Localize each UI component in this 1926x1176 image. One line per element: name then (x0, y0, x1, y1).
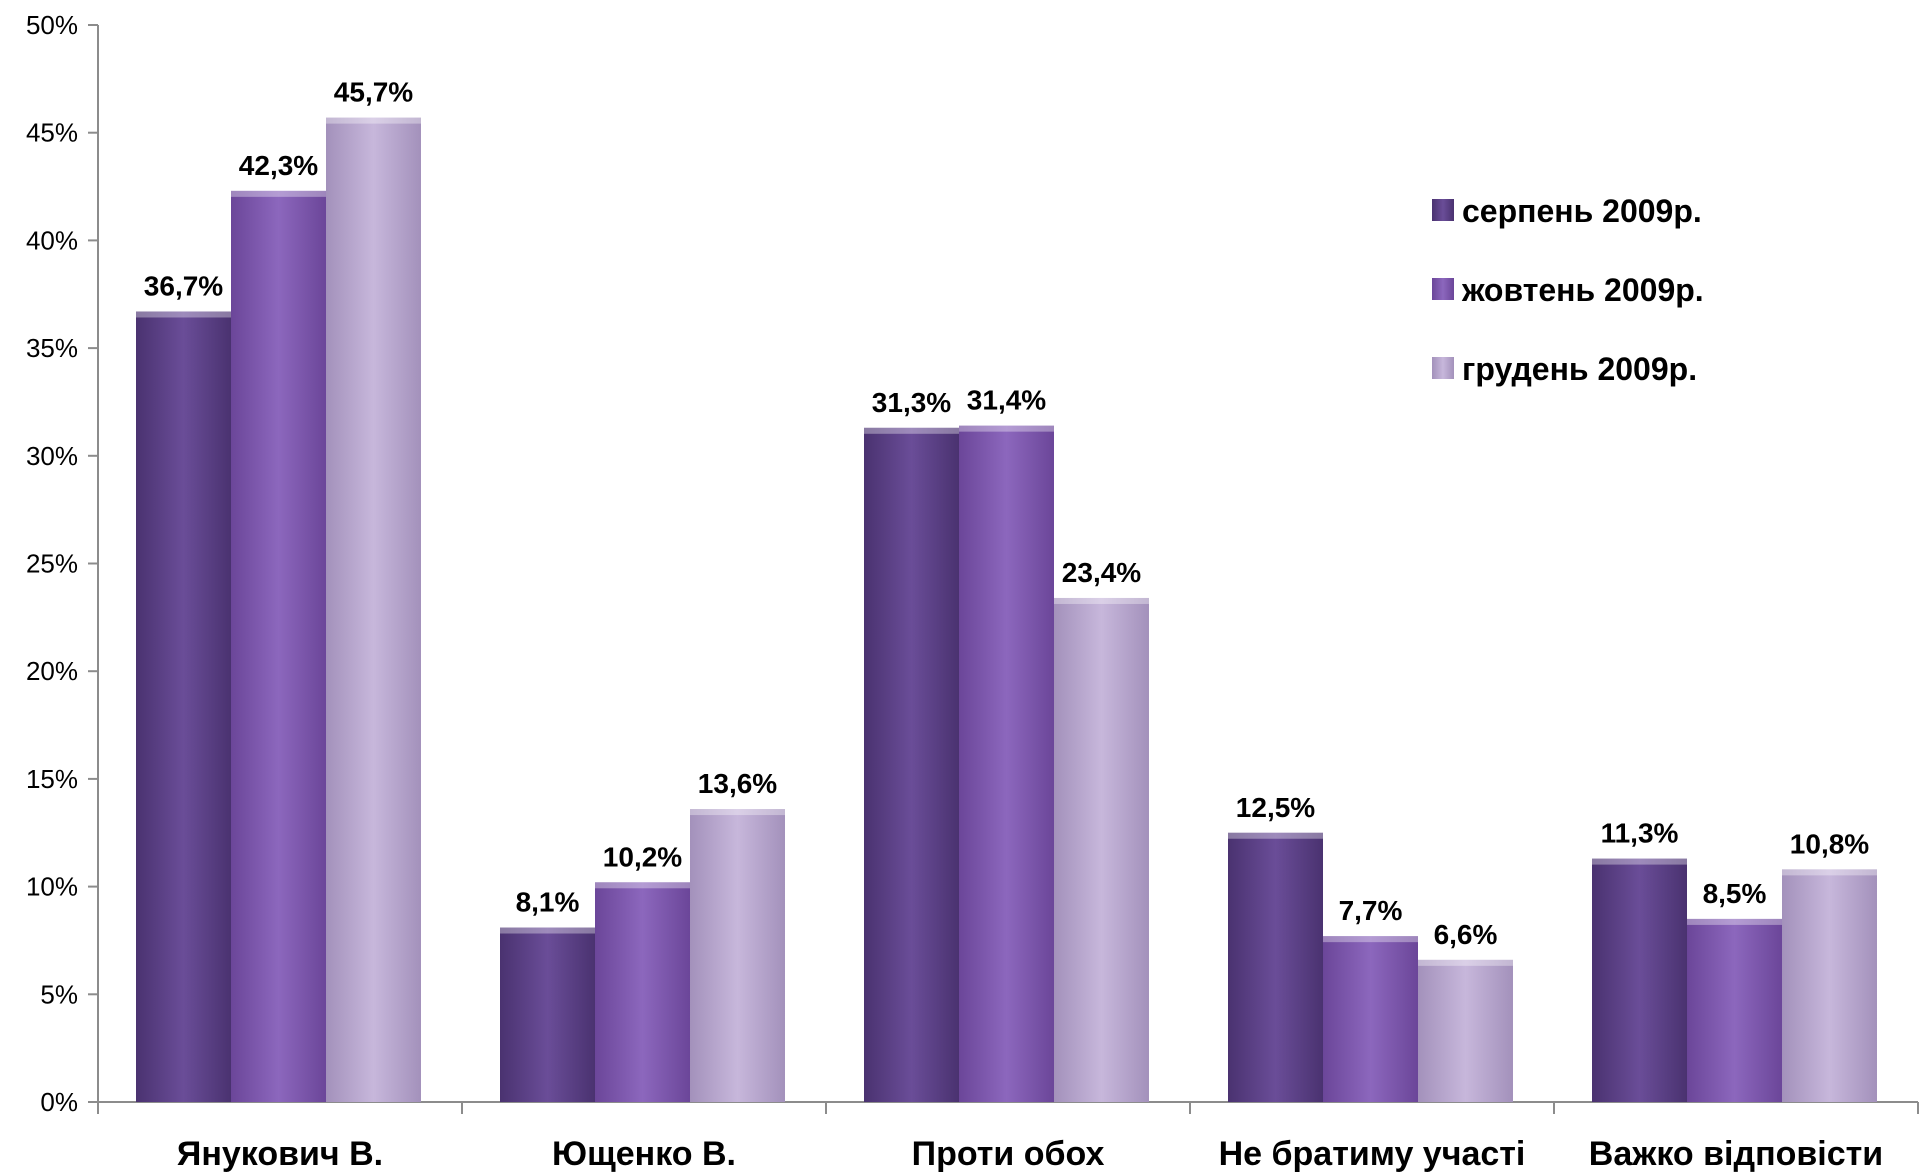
bar (136, 311, 231, 1102)
bar-highlight (1228, 832, 1323, 839)
bar (1054, 597, 1149, 1102)
category-label: Янукович В. (177, 1135, 383, 1173)
bar-highlight (1054, 597, 1149, 604)
y-tick-label: 15% (26, 764, 78, 794)
y-axis: 0% 5% 10% 15% 20% 25% 30% 35% 40% 45% 50% (26, 10, 99, 1117)
data-label: 12,5% (1236, 792, 1315, 823)
y-tick-label: 45% (26, 118, 78, 148)
legend-label: грудень 2009р. (1462, 351, 1697, 387)
bar-highlight (690, 809, 785, 816)
bar (864, 427, 959, 1103)
bar-highlight (500, 927, 595, 934)
bar-highlight (1323, 936, 1418, 943)
data-label: 45,7% (334, 77, 413, 108)
bar (595, 882, 690, 1102)
bars (136, 117, 1877, 1103)
bar (326, 117, 421, 1102)
data-label: 10,2% (603, 841, 682, 872)
legend-swatch (1432, 278, 1454, 300)
y-tick-label: 25% (26, 549, 78, 579)
y-tick-label: 0% (40, 1087, 78, 1117)
legend: серпень 2009р. жовтень 2009р. грудень 2009… (1432, 193, 1704, 387)
bar-highlight (231, 190, 326, 197)
legend-swatch (1432, 357, 1454, 379)
bar-highlight (959, 425, 1054, 432)
bar (1782, 869, 1877, 1102)
data-label: 8,1% (516, 887, 580, 918)
y-tick-label: 30% (26, 441, 78, 471)
data-label: 36,7% (144, 270, 223, 301)
data-label: 42,3% (239, 150, 318, 181)
data-label: 8,5% (1703, 878, 1767, 909)
bar (1687, 918, 1782, 1102)
category-label: Ющенко В. (552, 1135, 736, 1173)
bar-highlight (326, 117, 421, 124)
bar-highlight (864, 427, 959, 434)
bar (690, 809, 785, 1102)
data-label: 11,3% (1601, 818, 1679, 849)
bar (1323, 936, 1418, 1102)
y-tick-label: 40% (26, 225, 78, 255)
bar-highlight (1592, 858, 1687, 865)
bar (231, 190, 326, 1102)
data-label: 23,4% (1062, 557, 1141, 588)
bar-highlight (1687, 918, 1782, 925)
data-label: 7,7% (1339, 895, 1403, 926)
category-labels: Янукович В. Ющенко В. Проти обох Не братиму… (177, 1135, 1883, 1173)
y-tick-label: 20% (26, 656, 78, 686)
bar-highlight (1418, 959, 1513, 966)
bar-highlight (1782, 869, 1877, 876)
legend-label: серпень 2009р. (1462, 193, 1702, 229)
bar-highlight (136, 311, 231, 318)
y-tick-label: 35% (26, 333, 78, 363)
bar (1228, 832, 1323, 1102)
data-label: 10,8% (1790, 828, 1869, 859)
legend-label: жовтень 2009р. (1461, 272, 1704, 308)
data-label: 13,6% (698, 768, 777, 799)
legend-swatch (1432, 199, 1454, 221)
x-axis (97, 1101, 1919, 1114)
bar (959, 425, 1054, 1102)
bar (500, 927, 595, 1102)
bar-highlight (595, 882, 690, 889)
y-tick-label: 5% (40, 979, 78, 1009)
data-label: 31,3% (872, 387, 951, 418)
data-label: 6,6% (1434, 919, 1498, 950)
data-labels: 36,7% 8,1% 31,3% 12,5% 11,3% 42,3% 10,2% 31,4% 7… (144, 77, 1869, 950)
data-label: 31,4% (967, 385, 1046, 416)
category-label: Не братиму участі (1219, 1135, 1526, 1173)
y-tick-label: 50% (26, 10, 78, 40)
bar (1592, 858, 1687, 1102)
category-label: Важко відповісти (1589, 1135, 1883, 1173)
category-label: Проти обох (912, 1135, 1105, 1173)
bar (1418, 959, 1513, 1102)
y-tick-label: 10% (26, 872, 78, 902)
